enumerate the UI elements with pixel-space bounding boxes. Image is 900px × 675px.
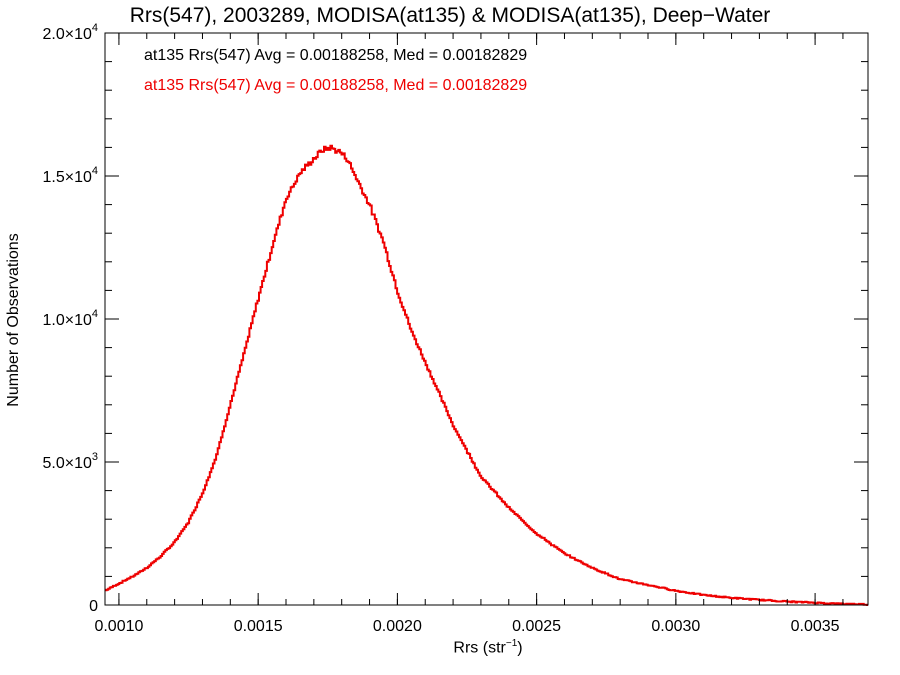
y-tick-label: 0 xyxy=(89,598,98,615)
x-axis-label: Rrs (str−1) xyxy=(453,638,522,657)
x-axis-label-main: Rrs (str xyxy=(453,639,506,657)
annotation-red: at135 Rrs(547) Avg = 0.00188258, Med = 0… xyxy=(144,77,528,94)
y-tick-label: 5.0×103 xyxy=(42,451,98,472)
annotation-black: at135 Rrs(547) Avg = 0.00188258, Med = 0… xyxy=(144,47,528,64)
series-line-0 xyxy=(105,144,868,606)
x-axis-label-tail: ) xyxy=(517,639,523,657)
y-tick-label: 1.5×104 xyxy=(42,165,98,186)
y-tick-label: 1.0×104 xyxy=(42,308,98,329)
x-tick-label: 0.0015 xyxy=(234,618,283,635)
y-axis-label: Number of Observations xyxy=(5,233,22,407)
x-tick-label: 0.0010 xyxy=(94,618,143,635)
x-tick-label: 0.0035 xyxy=(791,618,840,635)
y-tick-label: 2.0×104 xyxy=(42,22,98,43)
x-axis-label-exponent: −1 xyxy=(505,638,518,649)
x-tick-label: 0.0020 xyxy=(373,618,422,635)
plot-frame xyxy=(104,32,869,606)
x-tick-label: 0.0030 xyxy=(651,618,700,635)
chart-title: Rrs(547), 2003289, MODISA(at135) & MODIS… xyxy=(129,4,771,27)
x-tick-label: 0.0025 xyxy=(512,618,561,635)
